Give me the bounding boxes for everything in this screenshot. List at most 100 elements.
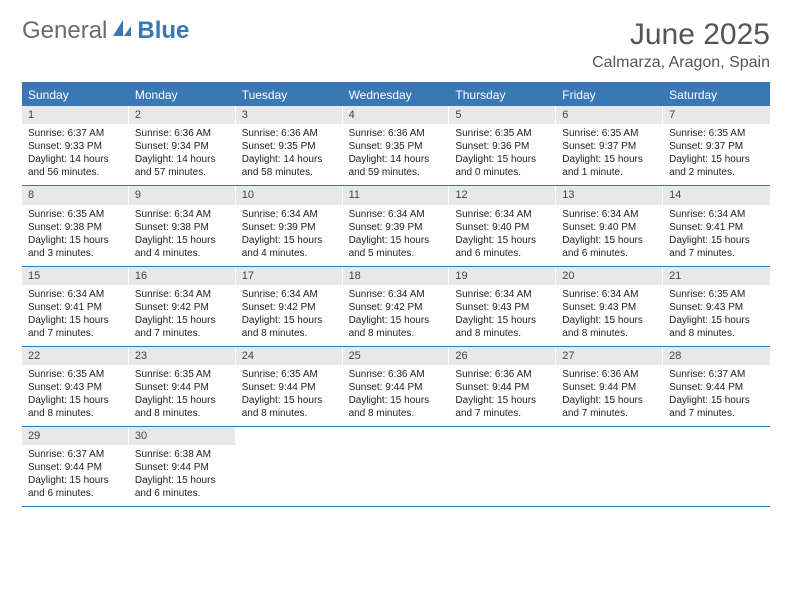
calendar-cell: 17Sunrise: 6:34 AMSunset: 9:42 PMDayligh… bbox=[236, 267, 343, 346]
sunset-line: Sunset: 9:42 PM bbox=[242, 301, 337, 314]
calendar-week: 1Sunrise: 6:37 AMSunset: 9:33 PMDaylight… bbox=[22, 106, 770, 186]
day-number: 19 bbox=[449, 267, 556, 285]
day-number: 23 bbox=[129, 347, 236, 365]
day-number: 10 bbox=[236, 186, 343, 204]
calendar-cell: 24Sunrise: 6:35 AMSunset: 9:44 PMDayligh… bbox=[236, 347, 343, 426]
sunrise-line: Sunrise: 6:37 AM bbox=[28, 448, 123, 461]
sunrise-line: Sunrise: 6:36 AM bbox=[349, 127, 444, 140]
sunset-line: Sunset: 9:41 PM bbox=[669, 221, 764, 234]
sunset-line: Sunset: 9:44 PM bbox=[135, 461, 230, 474]
day-number: 18 bbox=[343, 267, 450, 285]
day-number: 9 bbox=[129, 186, 236, 204]
day-name: Wednesday bbox=[343, 84, 450, 106]
sunset-line: Sunset: 9:44 PM bbox=[349, 381, 444, 394]
daylight-line: Daylight: 15 hours and 8 minutes. bbox=[455, 314, 550, 340]
calendar-cell: 21 Sunrise: 6:35 AMSunset: 9:43 PMDayligh… bbox=[663, 267, 770, 346]
sunrise-line: Sunrise: 6:35 AM bbox=[669, 127, 764, 140]
day-number: 7 bbox=[663, 106, 770, 124]
calendar-cell: 6Sunrise: 6:35 AMSunset: 9:37 PMDaylight… bbox=[556, 106, 663, 185]
calendar-body: 1Sunrise: 6:37 AMSunset: 9:33 PMDaylight… bbox=[22, 106, 770, 507]
sunset-line: Sunset: 9:37 PM bbox=[562, 140, 657, 153]
calendar-cell: 28Sunrise: 6:37 AMSunset: 9:44 PMDayligh… bbox=[663, 347, 770, 426]
day-name: Thursday bbox=[449, 84, 556, 106]
day-number: 24 bbox=[236, 347, 343, 365]
sunrise-line: Sunrise: 6:36 AM bbox=[135, 127, 230, 140]
day-number: 11 bbox=[343, 186, 450, 204]
daylight-line: Daylight: 14 hours and 56 minutes. bbox=[28, 153, 123, 179]
sunset-line: Sunset: 9:43 PM bbox=[28, 381, 123, 394]
calendar-cell: 13Sunrise: 6:34 AMSunset: 9:40 PMDayligh… bbox=[556, 186, 663, 265]
calendar-cell: 10Sunrise: 6:34 AMSunset: 9:39 PMDayligh… bbox=[236, 186, 343, 265]
calendar-cell: 9Sunrise: 6:34 AMSunset: 9:38 PMDaylight… bbox=[129, 186, 236, 265]
sunrise-line: Sunrise: 6:35 AM bbox=[28, 368, 123, 381]
sunset-line: Sunset: 9:44 PM bbox=[669, 381, 764, 394]
sunset-line: Sunset: 9:40 PM bbox=[562, 221, 657, 234]
calendar-day-header: Sunday Monday Tuesday Wednesday Thursday… bbox=[22, 84, 770, 106]
sunrise-line: Sunrise: 6:38 AM bbox=[135, 448, 230, 461]
day-name: Sunday bbox=[22, 84, 129, 106]
daylight-line: Daylight: 15 hours and 4 minutes. bbox=[242, 234, 337, 260]
sunrise-line: Sunrise: 6:34 AM bbox=[135, 208, 230, 221]
calendar-cell: 4Sunrise: 6:36 AMSunset: 9:35 PMDaylight… bbox=[343, 106, 450, 185]
daylight-line: Daylight: 14 hours and 59 minutes. bbox=[349, 153, 444, 179]
daylight-line: Daylight: 15 hours and 7 minutes. bbox=[669, 234, 764, 260]
sunset-line: Sunset: 9:40 PM bbox=[455, 221, 550, 234]
day-details: Sunrise: 6:37 AMSunset: 9:44 PMDaylight:… bbox=[22, 445, 129, 506]
day-details: Sunrise: 6:35 AMSunset: 9:36 PMDaylight:… bbox=[449, 124, 556, 185]
sunset-line: Sunset: 9:39 PM bbox=[349, 221, 444, 234]
day-details: Sunrise: 6:34 AMSunset: 9:40 PMDaylight:… bbox=[556, 205, 663, 266]
daylight-line: Daylight: 15 hours and 8 minutes. bbox=[349, 314, 444, 340]
day-details: Sunrise: 6:36 AMSunset: 9:44 PMDaylight:… bbox=[343, 365, 450, 426]
calendar: Sunday Monday Tuesday Wednesday Thursday… bbox=[22, 82, 770, 507]
calendar-cell-empty bbox=[556, 427, 663, 506]
sunrise-line: Sunrise: 6:36 AM bbox=[242, 127, 337, 140]
daylight-line: Daylight: 15 hours and 8 minutes. bbox=[669, 314, 764, 340]
day-number: 21 bbox=[663, 267, 770, 285]
sunset-line: Sunset: 9:43 PM bbox=[669, 301, 764, 314]
day-details: Sunrise: 6:35 AMSunset: 9:43 PMDaylight:… bbox=[22, 365, 129, 426]
day-number: 20 bbox=[556, 267, 663, 285]
calendar-cell: 11Sunrise: 6:34 AMSunset: 9:39 PMDayligh… bbox=[343, 186, 450, 265]
daylight-line: Daylight: 15 hours and 4 minutes. bbox=[135, 234, 230, 260]
day-number: 15 bbox=[22, 267, 129, 285]
day-name: Friday bbox=[556, 84, 663, 106]
sunset-line: Sunset: 9:44 PM bbox=[28, 461, 123, 474]
calendar-cell: 14 Sunrise: 6:34 AMSunset: 9:41 PMDayligh… bbox=[663, 186, 770, 265]
calendar-cell-empty bbox=[343, 427, 450, 506]
calendar-cell: 20Sunrise: 6:34 AMSunset: 9:43 PMDayligh… bbox=[556, 267, 663, 346]
daylight-line: Daylight: 15 hours and 6 minutes. bbox=[135, 474, 230, 500]
daylight-line: Daylight: 15 hours and 8 minutes. bbox=[349, 394, 444, 420]
calendar-cell: 12Sunrise: 6:34 AMSunset: 9:40 PMDayligh… bbox=[449, 186, 556, 265]
sunrise-line: Sunrise: 6:35 AM bbox=[562, 127, 657, 140]
day-details: Sunrise: 6:38 AMSunset: 9:44 PMDaylight:… bbox=[129, 445, 236, 506]
calendar-week: 8Sunrise: 6:35 AMSunset: 9:38 PMDaylight… bbox=[22, 186, 770, 266]
day-details: Sunrise: 6:36 AMSunset: 9:35 PMDaylight:… bbox=[343, 124, 450, 185]
daylight-line: Daylight: 15 hours and 3 minutes. bbox=[28, 234, 123, 260]
day-details: Sunrise: 6:34 AMSunset: 9:41 PMDaylight:… bbox=[22, 285, 129, 346]
sunset-line: Sunset: 9:35 PM bbox=[349, 140, 444, 153]
day-details: Sunrise: 6:36 AMSunset: 9:35 PMDaylight:… bbox=[236, 124, 343, 185]
day-number: 8 bbox=[22, 186, 129, 204]
calendar-cell-empty bbox=[663, 427, 770, 506]
calendar-cell-empty bbox=[449, 427, 556, 506]
daylight-line: Daylight: 15 hours and 5 minutes. bbox=[349, 234, 444, 260]
day-number: 30 bbox=[129, 427, 236, 445]
sunrise-line: Sunrise: 6:36 AM bbox=[455, 368, 550, 381]
day-number: 14 bbox=[663, 186, 770, 204]
day-number: 4 bbox=[343, 106, 450, 124]
sunrise-line: Sunrise: 6:34 AM bbox=[242, 208, 337, 221]
sunset-line: Sunset: 9:44 PM bbox=[135, 381, 230, 394]
calendar-cell: 8Sunrise: 6:35 AMSunset: 9:38 PMDaylight… bbox=[22, 186, 129, 265]
sunrise-line: Sunrise: 6:36 AM bbox=[562, 368, 657, 381]
daylight-line: Daylight: 14 hours and 58 minutes. bbox=[242, 153, 337, 179]
sunrise-line: Sunrise: 6:35 AM bbox=[242, 368, 337, 381]
sunrise-line: Sunrise: 6:35 AM bbox=[669, 288, 764, 301]
day-details: Sunrise: 6:35 AMSunset: 9:38 PMDaylight:… bbox=[22, 205, 129, 266]
brand-logo: General Blue bbox=[22, 18, 189, 43]
calendar-cell: 18Sunrise: 6:34 AMSunset: 9:42 PMDayligh… bbox=[343, 267, 450, 346]
calendar-cell: 2Sunrise: 6:36 AMSunset: 9:34 PMDaylight… bbox=[129, 106, 236, 185]
day-details: Sunrise: 6:34 AMSunset: 9:39 PMDaylight:… bbox=[343, 205, 450, 266]
sunset-line: Sunset: 9:44 PM bbox=[562, 381, 657, 394]
sunrise-line: Sunrise: 6:34 AM bbox=[669, 208, 764, 221]
day-number: 22 bbox=[22, 347, 129, 365]
